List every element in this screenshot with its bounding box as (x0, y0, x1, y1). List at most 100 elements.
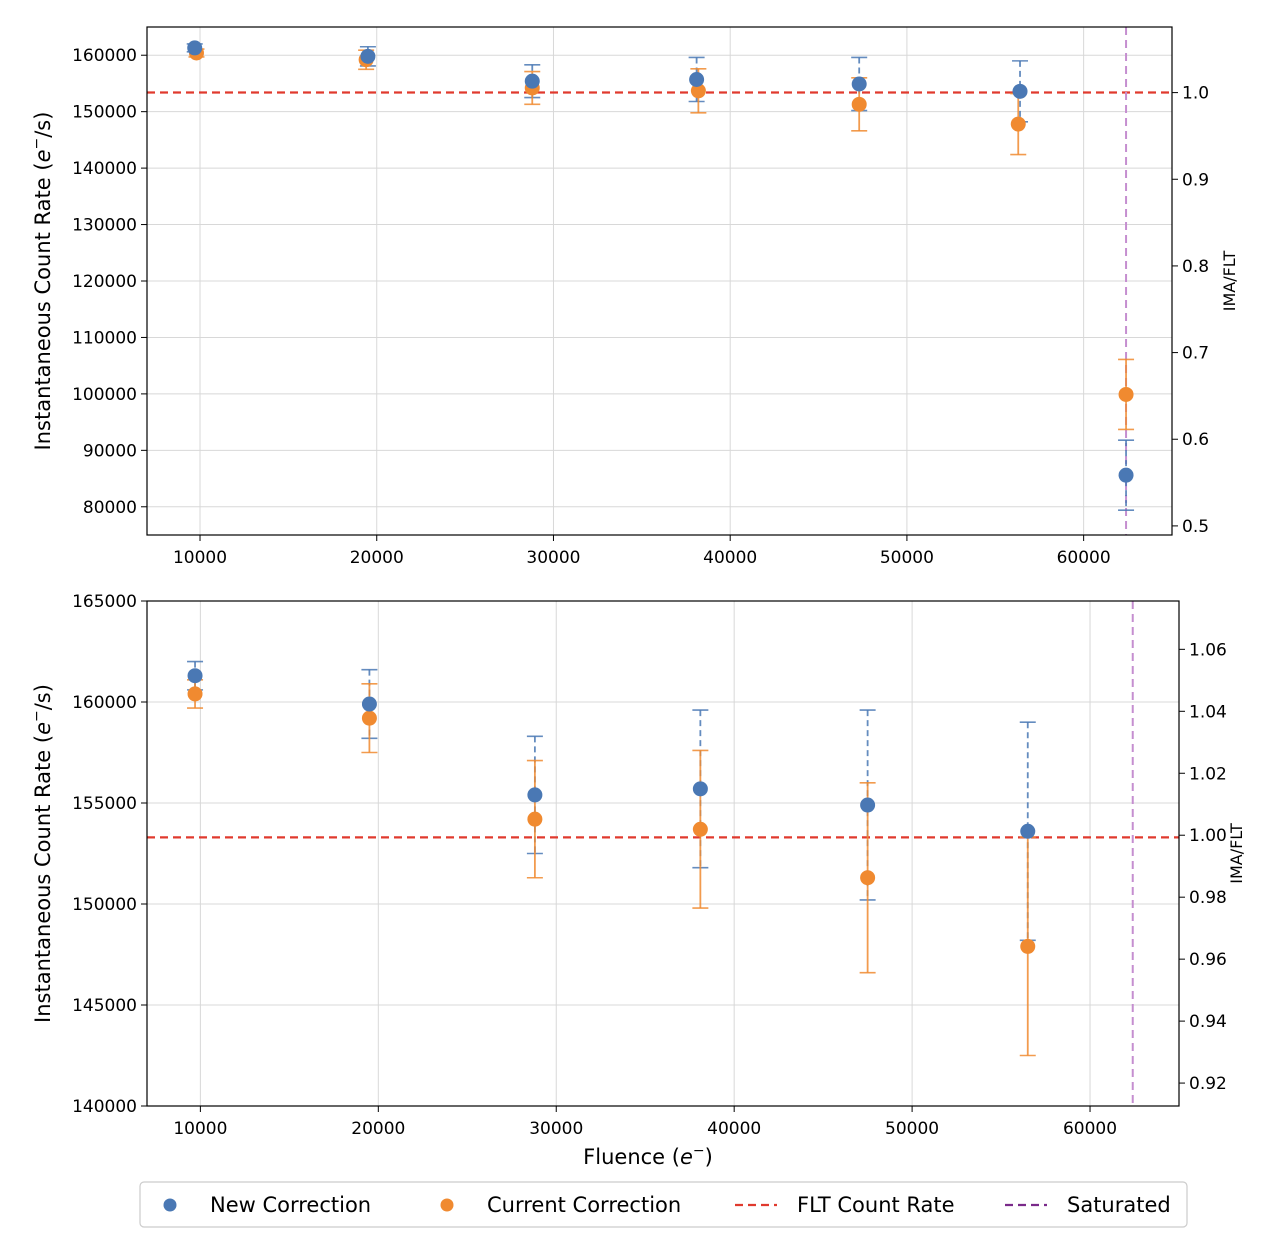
data-point (851, 96, 867, 112)
y2-tick-label: 0.9 (1182, 170, 1209, 190)
legend-label: Saturated (1067, 1193, 1171, 1217)
x-tick-label: 10000 (173, 1119, 227, 1139)
x-tick-label: 20000 (351, 1119, 405, 1139)
legend-entry-new-correction: New Correction (163, 1193, 371, 1217)
y-axis-label-tail: /s) (31, 684, 55, 710)
data-point (360, 48, 376, 64)
x-tick-label: 40000 (707, 1119, 761, 1139)
series-current-correction (187, 678, 1036, 1057)
data-point (187, 668, 203, 684)
y2-tick-label: 0.96 (1189, 950, 1227, 970)
data-point (690, 83, 706, 99)
legend-entry-flt-count-rate: FLT Count Rate (735, 1193, 955, 1217)
data-point (692, 821, 708, 837)
y-tick-label: 110000 (72, 328, 137, 348)
y2-axis-label: IMA/FLT (1220, 251, 1239, 312)
x-tick-label: 60000 (1057, 548, 1111, 568)
data-point (851, 76, 867, 92)
y2-tick-label: 0.94 (1189, 1012, 1227, 1032)
x-axis-label: Fluence (e−) (583, 1143, 713, 1169)
x-tick-label: 20000 (350, 548, 404, 568)
data-point (1020, 938, 1036, 954)
legend: New Correction Current Correction FLT Coun… (139, 1181, 1188, 1228)
y2-tick-label: 1.06 (1189, 640, 1227, 660)
data-point (361, 710, 377, 726)
y-tick-label: 90000 (83, 441, 137, 461)
chart-panel-bottom: 10000 20000 30000 40000 50000 60000 140000 1450… (29, 592, 1246, 1169)
data-point (524, 73, 540, 89)
x-tick-label: 30000 (526, 548, 580, 568)
y-tick-label: 140000 (72, 159, 137, 179)
y-tick-label: 140000 (72, 1097, 137, 1117)
y2-tick-label: 1.00 (1189, 826, 1227, 846)
data-point (361, 696, 377, 712)
y2-tick-label: 0.7 (1182, 344, 1209, 364)
legend-entry-current-correction: Current Correction (440, 1193, 681, 1217)
legend-label: New Correction (210, 1193, 371, 1217)
legend-entry-saturated: Saturated (1005, 1193, 1171, 1217)
data-point (187, 686, 203, 702)
y-tick-label: 160000 (72, 46, 137, 66)
y-tick-label: 80000 (83, 498, 137, 518)
data-point (689, 71, 705, 87)
y-tick-label: 150000 (72, 895, 137, 915)
x-tick-label: 50000 (880, 548, 934, 568)
y-tick-label: 145000 (72, 996, 137, 1016)
data-point (860, 797, 876, 813)
x-axis-label-e: e (680, 1145, 693, 1169)
x-tick-label: 10000 (173, 548, 227, 568)
y2-axis-label: IMA/FLT (1227, 823, 1246, 884)
y2-tick-label: 1.0 (1182, 84, 1209, 104)
y2-tick-label: 1.04 (1189, 702, 1227, 722)
y2-tick-label: 1.02 (1189, 764, 1227, 784)
data-point (527, 811, 543, 827)
data-point (187, 40, 203, 56)
x-tick-label: 30000 (529, 1119, 583, 1139)
y-axis-label: Instantaneous Count Rate (e−/s) (29, 684, 55, 1023)
y-tick-label: 120000 (72, 272, 137, 292)
series-new-correction (186, 43, 1135, 511)
y-axis-label-sup: − (29, 710, 45, 722)
y-tick-label: 150000 (72, 103, 137, 123)
series-new-correction (187, 660, 1036, 942)
legend-label: FLT Count Rate (797, 1193, 955, 1217)
legend-marker (163, 1198, 177, 1212)
y-axis-label-main: Instantaneous Count Rate ( (31, 735, 55, 1023)
y2-tick-label: 0.8 (1182, 257, 1209, 277)
data-point (692, 781, 708, 797)
x-axis-label-sup: − (693, 1143, 705, 1159)
legend-frame (139, 1181, 1188, 1228)
chart-panel-top: 10000 20000 30000 40000 50000 60000 80000 90000… (29, 26, 1239, 568)
y2-tick-label: 0.5 (1182, 517, 1209, 537)
data-point (1118, 467, 1134, 483)
y-tick-label: 100000 (72, 385, 137, 405)
x-tick-label: 60000 (1063, 1119, 1117, 1139)
legend-label: Current Correction (487, 1193, 681, 1217)
data-point (860, 870, 876, 886)
y-axis-label-tail: /s) (31, 112, 55, 138)
y-axis-label-e: e (31, 722, 55, 735)
legend-marker (440, 1198, 454, 1212)
data-point (1020, 823, 1036, 839)
data-point (1010, 116, 1026, 132)
x-axis-label-tail: ) (705, 1145, 713, 1169)
y-axis-label-main: Instantaneous Count Rate ( (31, 162, 55, 450)
y2-tick-label: 0.92 (1189, 1074, 1227, 1094)
y2-tick-label: 0.98 (1189, 888, 1227, 908)
x-tick-label: 40000 (703, 548, 757, 568)
data-point (1012, 83, 1028, 99)
y-axis-label-sup: − (29, 138, 45, 150)
y-tick-label: 160000 (72, 693, 137, 713)
x-axis-label-main: Fluence ( (583, 1145, 680, 1169)
data-point (1118, 386, 1134, 402)
x-tick-label: 50000 (885, 1119, 939, 1139)
y-axis-label: Instantaneous Count Rate (e−/s) (29, 112, 55, 451)
y-tick-label: 165000 (72, 592, 137, 612)
y2-tick-label: 0.6 (1182, 430, 1209, 450)
y-tick-label: 130000 (72, 216, 137, 236)
data-point (527, 787, 543, 803)
plot-frame (146, 600, 1180, 1107)
y-tick-label: 155000 (72, 794, 137, 814)
y-axis-label-e: e (31, 150, 55, 163)
